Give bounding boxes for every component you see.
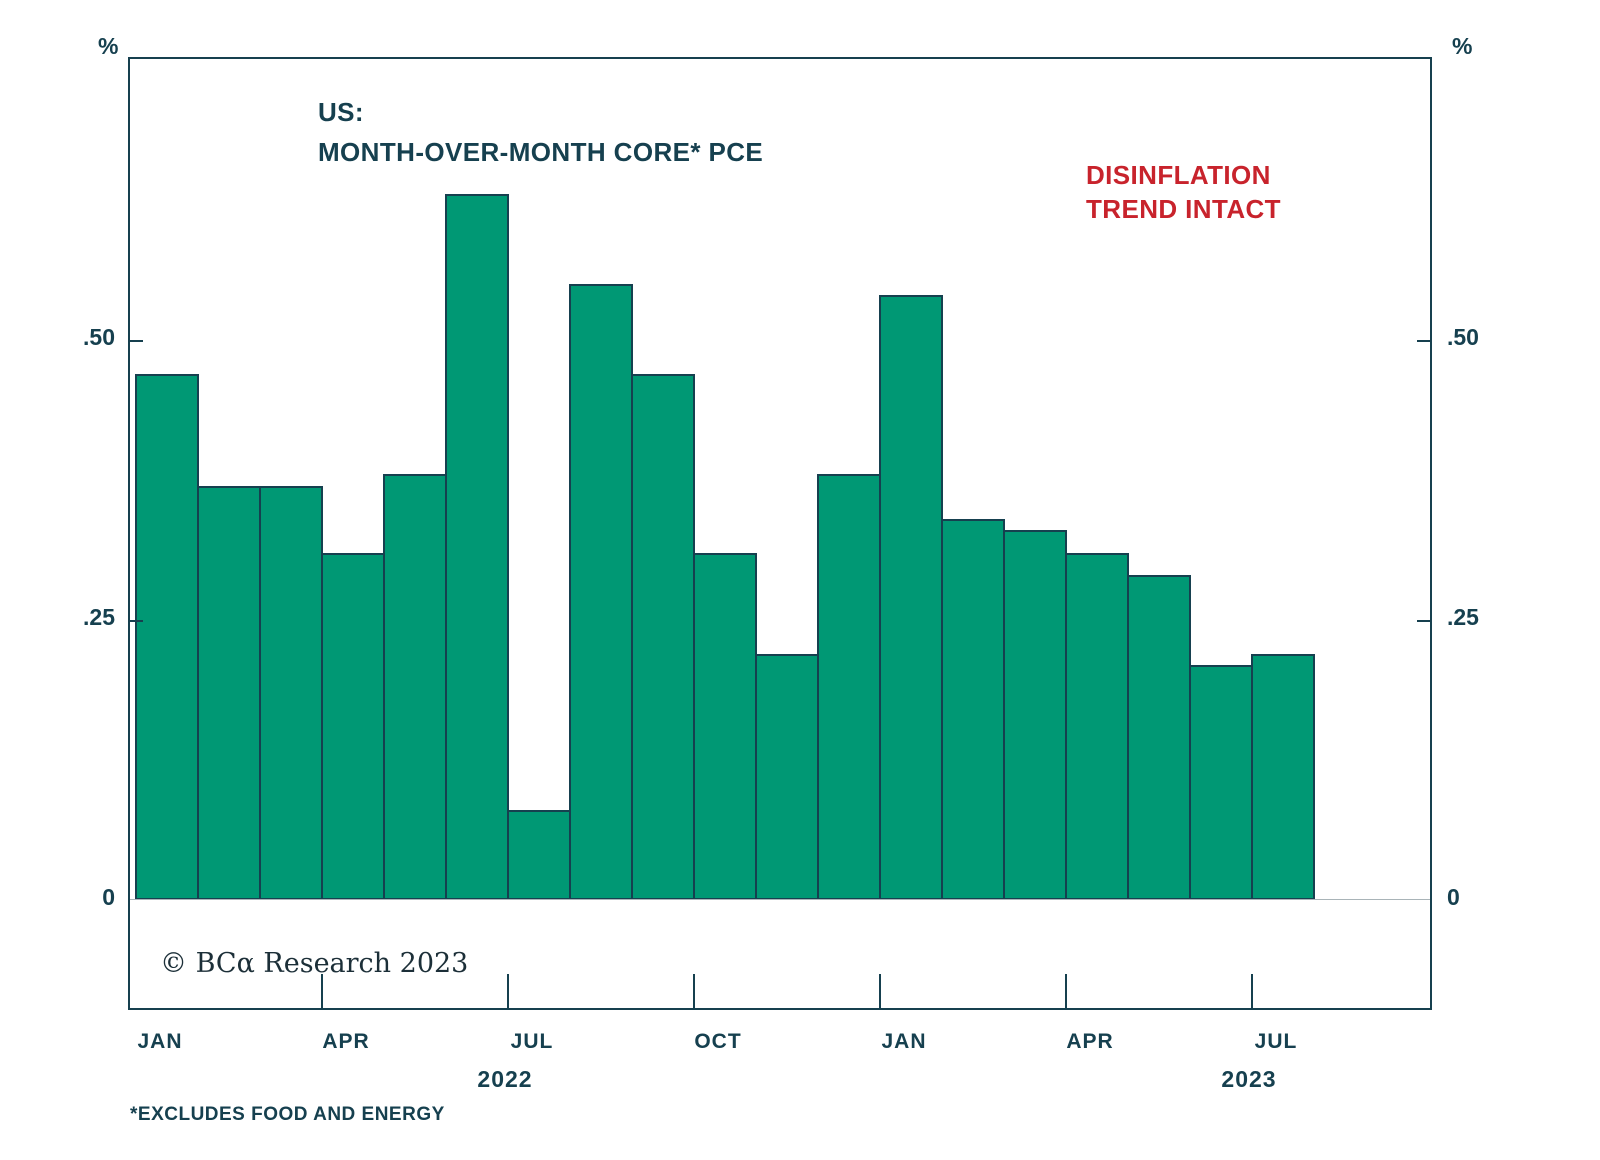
bar [631,374,695,900]
chart-frame [128,57,1432,1010]
bar [569,284,633,900]
bar [383,474,447,900]
y-axis-unit-left: % [98,33,119,59]
x-tick-label: JUL [1254,1030,1298,1053]
x-axis-tick [1251,974,1253,1008]
bar [197,486,261,900]
bar [1003,530,1067,900]
y-axis-tick [130,620,143,622]
bar [879,295,943,900]
bar [693,553,757,900]
bar [941,519,1005,900]
x-axis-tick [879,974,881,1008]
annotation-line1: DISINFLATION [1086,160,1271,190]
bar [445,194,509,900]
y-tick-label: .25 [1447,604,1479,630]
x-tick-label: JAN [137,1030,183,1053]
bar [135,374,199,900]
x-axis-tick [693,974,695,1008]
y-tick-label: .50 [83,324,115,350]
annotation-line2: TREND INTACT [1086,194,1281,224]
y-axis-tick [1417,340,1430,342]
chart-title-line1: US: [318,97,364,127]
x-axis-tick [321,974,323,1008]
annotation: DISINFLATION TREND INTACT [1086,158,1281,226]
x-axis-tick [507,974,509,1008]
y-tick-label: .50 [1447,324,1479,350]
chart-title: US: MONTH-OVER-MONTH CORE* PCE [318,92,763,172]
chart-title-line2: MONTH-OVER-MONTH CORE* PCE [318,137,764,167]
bar [1065,553,1129,900]
y-axis-tick [1417,620,1430,622]
bar [1251,654,1315,900]
copyright: © BCα Research 2023 [160,948,469,979]
bar [321,553,385,900]
y-tick-label: 0 [102,884,115,910]
bar [1127,575,1191,900]
x-tick-label: JAN [881,1030,927,1053]
y-tick-label: 0 [1447,884,1460,910]
x-tick-label: OCT [694,1030,742,1053]
year-label: 2023 [1221,1066,1277,1092]
year-label: 2022 [477,1066,533,1092]
footnote: *EXCLUDES FOOD AND ENERGY [130,1104,445,1125]
zero-axis-line [130,899,1430,900]
x-axis-tick [1065,974,1067,1008]
bar [755,654,819,900]
x-tick-label: APR [1066,1030,1114,1053]
x-tick-label: JUL [510,1030,554,1053]
bars [130,59,1430,900]
y-tick-label: .25 [83,604,115,630]
x-tick-label: APR [322,1030,370,1053]
y-axis-tick [130,340,143,342]
bar [1189,665,1253,900]
y-axis-unit-right: % [1452,33,1473,59]
bar [817,474,881,900]
bar [259,486,323,900]
bar [507,810,571,900]
